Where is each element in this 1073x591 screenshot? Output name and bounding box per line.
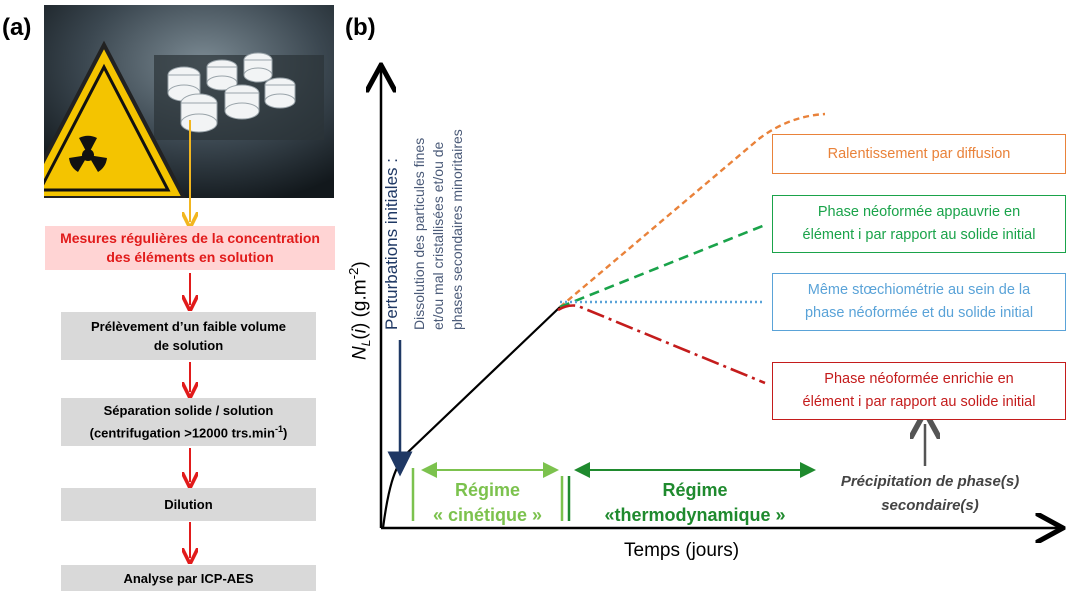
step-sampling-line1: Prélèvement d’un faible volume [90,319,287,334]
glovebox-photo [44,5,334,198]
initial-perturbations-text: Dissolution des particules fines et/ou m… [410,129,467,330]
box-same: Même stœchiométrie au sein de la phase né… [772,273,1066,331]
initial-perturbations-title: Perturbations initiales : [382,158,401,330]
box-same-line1: Même stœchiométrie au sein de la [807,282,1031,298]
step-measurement: Mesures régulières de la concentration de… [45,226,335,270]
step-analysis: Analyse par ICP-AES [61,565,316,591]
box-diffusion: Ralentissement par diffusion [772,134,1066,174]
y-axis-unit: ) (g.m [349,279,371,330]
step-separation-line1: Séparation solide / solution [103,403,274,419]
box-depleted-line2: élément i par rapport au solide initial [802,227,1036,243]
curve-enriched [557,304,766,385]
step-separation-tail: ) [283,425,288,441]
box-depleted: Phase néoformée appauvrie en élément i pa… [772,195,1066,253]
box-same-line2: phase néoformée et du solide initial [804,305,1034,321]
box-enriched-line1: Phase néoformée enrichie en [824,371,1014,387]
y-axis-i: i [349,329,371,334]
y-axis-sub: L [359,339,374,347]
precipitation-line1: Précipitation de phase(s) [840,473,1020,490]
step-sampling: Prélèvement d’un faible volume de solutio… [61,312,316,360]
initial-line-1: Dissolution des particules fines [411,137,427,330]
step-sampling-line2: de solution [153,338,224,353]
curve-diffusion [559,112,826,308]
step-dilution: Dilution [61,488,316,521]
precipitation-label: Précipitation de phase(s) secondaire(s) [815,470,1045,518]
step-measurement-line1: Mesures régulières de la concentration [60,230,320,246]
step-dilution-label: Dilution [164,497,213,512]
step-analysis-label: Analyse par ICP-AES [123,570,254,586]
box-diffusion-text: Ralentissement par diffusion [827,145,1011,162]
regime-thermo: Régime «thermodynamique » [580,478,810,528]
y-axis-sup: -2 [346,267,361,280]
step-separation: Séparation solide / solution (centrifugat… [61,398,316,446]
precipitation-line2: secondaire(s) [881,497,979,514]
curve-depleted [559,223,766,309]
y-axis-open: ( [349,333,371,340]
regime-thermo-line2: «thermodynamique » [604,505,786,525]
regime-kinetic-line2: « cinétique » [432,505,543,525]
panel-a-label: (a) [2,14,32,41]
y-axis-label: NL(i) (g.m-2) [346,261,373,360]
box-depleted-line1: Phase néoformée appauvrie en [817,204,1021,220]
step-separation-sup: -1 [274,424,284,435]
step-separation-line2: (centrifugation >12000 trs.min [89,425,275,441]
initial-line-3: phases secondaires minoritaires [449,129,465,330]
x-axis-label: Temps (jours) [624,540,740,561]
step-measurement-line2: des éléments en solution [106,249,274,265]
y-axis-n: N [349,346,371,360]
regime-kinetic-line1: Régime [454,480,521,500]
regime-kinetic: Régime « cinétique » [420,478,555,528]
initial-line-2: et/ou mal cristallisées et/ou de [430,141,446,330]
panel-b-label: (b) [345,14,376,41]
box-enriched: Phase néoformée enrichie en élément i par… [772,362,1066,420]
y-axis-close: ) [349,261,371,268]
regime-thermo-line1: Régime [662,480,728,500]
box-enriched-line2: élément i par rapport au solide initial [802,394,1036,410]
